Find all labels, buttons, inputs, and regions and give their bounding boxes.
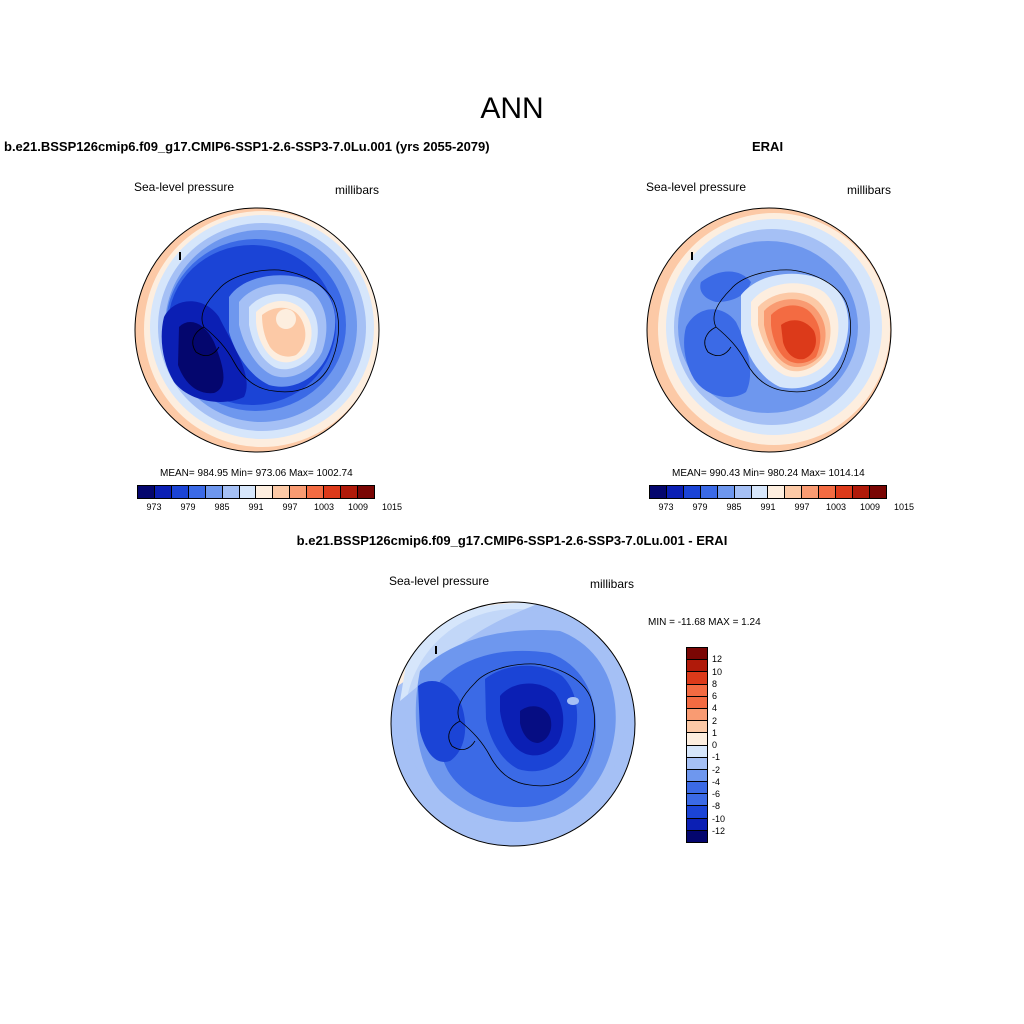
colorbar-swatch bbox=[768, 486, 786, 498]
colorbar-tick-label: 1015 bbox=[893, 502, 915, 512]
diff-units-label: millibars bbox=[590, 577, 635, 591]
colorbar-swatch bbox=[687, 794, 707, 807]
colorbar-tick-label: 1003 bbox=[825, 502, 847, 512]
colorbar-swatch bbox=[687, 830, 707, 842]
diff-stats: MIN = -11.68 MAX = 1.24 bbox=[648, 617, 761, 628]
colorbar-tick-label: 985 bbox=[214, 502, 230, 512]
colorbar-swatch bbox=[290, 486, 308, 498]
colorbar-swatch bbox=[819, 486, 837, 498]
colorbar-tick-label: 973 bbox=[146, 502, 162, 512]
colorbar-tick-label: 997 bbox=[794, 502, 810, 512]
colorbar-swatch bbox=[687, 745, 707, 758]
colorbar-swatch bbox=[205, 486, 223, 498]
obs-units-label: millibars bbox=[847, 183, 892, 197]
colorbar-tick-label: 1009 bbox=[859, 502, 881, 512]
colorbar-swatch bbox=[734, 486, 752, 498]
colorbar-tick-label: 10 bbox=[712, 666, 723, 677]
obs-panel-title: ERAI bbox=[752, 139, 784, 154]
colorbar-tick-label: 8 bbox=[712, 678, 718, 689]
colorbar-tick-label: -4 bbox=[712, 776, 721, 787]
diff-variable-label: Sea-level pressure bbox=[389, 574, 490, 588]
model-colorbar bbox=[137, 485, 375, 499]
colorbar-swatch bbox=[751, 486, 769, 498]
colorbar-swatch bbox=[650, 486, 667, 498]
colorbar-swatch bbox=[853, 486, 870, 498]
colorbar-swatch bbox=[138, 486, 155, 498]
colorbar-tick-label: 997 bbox=[282, 502, 298, 512]
colorbar-swatch bbox=[666, 486, 684, 498]
obs-polar-map bbox=[646, 207, 892, 453]
model-variable-label: Sea-level pressure bbox=[134, 180, 235, 194]
colorbar-swatch bbox=[687, 708, 707, 722]
colorbar-swatch bbox=[717, 486, 735, 498]
model-panel-title: b.e21.BSSP126cmip6.f09_g17.CMIP6-SSP1-2.… bbox=[4, 139, 490, 154]
colorbar-tick-label: -12 bbox=[712, 825, 726, 836]
colorbar-swatch bbox=[687, 672, 707, 685]
colorbar-tick-label: 12 bbox=[712, 654, 723, 665]
colorbar-tick-label: 1009 bbox=[347, 502, 369, 512]
colorbar-swatch bbox=[256, 486, 274, 498]
colorbar-tick-label: 979 bbox=[180, 502, 196, 512]
colorbar-tick-label: 991 bbox=[760, 502, 776, 512]
colorbar-tick-label: 1 bbox=[712, 727, 718, 738]
colorbar-swatch bbox=[239, 486, 257, 498]
colorbar-swatch bbox=[785, 486, 803, 498]
colorbar-swatch bbox=[687, 684, 707, 697]
colorbar-swatch bbox=[687, 660, 707, 673]
colorbar-swatch bbox=[222, 486, 240, 498]
colorbar-tick-label: -2 bbox=[712, 764, 721, 775]
colorbar-swatch bbox=[687, 806, 707, 819]
colorbar-swatch bbox=[683, 486, 701, 498]
colorbar-swatch bbox=[700, 486, 718, 498]
colorbar-tick-label: -6 bbox=[712, 789, 721, 799]
obs-colorbar bbox=[649, 485, 887, 499]
colorbar-swatch bbox=[687, 818, 707, 831]
colorbar-tick-label: 0 bbox=[712, 740, 718, 750]
colorbar-swatch bbox=[171, 486, 189, 498]
colorbar-tick-label: -1 bbox=[712, 752, 721, 763]
diff-colorbar bbox=[686, 647, 708, 843]
colorbar-tick-label: 4 bbox=[712, 703, 718, 714]
diff-panel-title: b.e21.BSSP126cmip6.f09_g17.CMIP6-SSP1-2.… bbox=[296, 533, 728, 548]
obs-variable-label: Sea-level pressure bbox=[646, 180, 747, 194]
colorbar-swatch bbox=[357, 486, 374, 498]
colorbar-tick-label: -10 bbox=[712, 813, 726, 824]
colorbar-swatch bbox=[307, 486, 325, 498]
colorbar-tick-label: 1003 bbox=[313, 502, 335, 512]
obs-stats: MEAN= 990.43 Min= 980.24 Max= 1014.14 bbox=[672, 468, 865, 479]
colorbar-swatch bbox=[687, 733, 707, 746]
colorbar-swatch bbox=[687, 769, 707, 783]
colorbar-swatch bbox=[341, 486, 358, 498]
model-stats: MEAN= 984.95 Min= 973.06 Max= 1002.74 bbox=[160, 468, 353, 479]
colorbar-tick-label: 979 bbox=[692, 502, 708, 512]
colorbar-swatch bbox=[687, 782, 707, 795]
colorbar-tick-label: 6 bbox=[712, 691, 718, 701]
colorbar-tick-label: 2 bbox=[712, 715, 718, 726]
colorbar-tick-label: -8 bbox=[712, 801, 721, 812]
colorbar-swatch bbox=[687, 648, 707, 661]
model-polar-map bbox=[134, 207, 380, 453]
colorbar-swatch bbox=[687, 757, 707, 770]
model-units-label: millibars bbox=[335, 183, 380, 197]
main-title: ANN bbox=[480, 92, 544, 125]
colorbar-swatch bbox=[869, 486, 886, 498]
colorbar-swatch bbox=[802, 486, 820, 498]
colorbar-tick-label: 985 bbox=[726, 502, 742, 512]
colorbar-swatch bbox=[687, 721, 707, 734]
colorbar-tick-label: 1015 bbox=[381, 502, 403, 512]
diff-polar-map bbox=[390, 601, 636, 847]
colorbar-swatch bbox=[273, 486, 291, 498]
colorbar-swatch bbox=[687, 696, 707, 709]
colorbar-tick-label: 991 bbox=[248, 502, 264, 512]
colorbar-swatch bbox=[836, 486, 854, 498]
colorbar-swatch bbox=[324, 486, 342, 498]
colorbar-swatch bbox=[154, 486, 172, 498]
colorbar-swatch bbox=[188, 486, 206, 498]
colorbar-tick-label: 973 bbox=[658, 502, 674, 512]
